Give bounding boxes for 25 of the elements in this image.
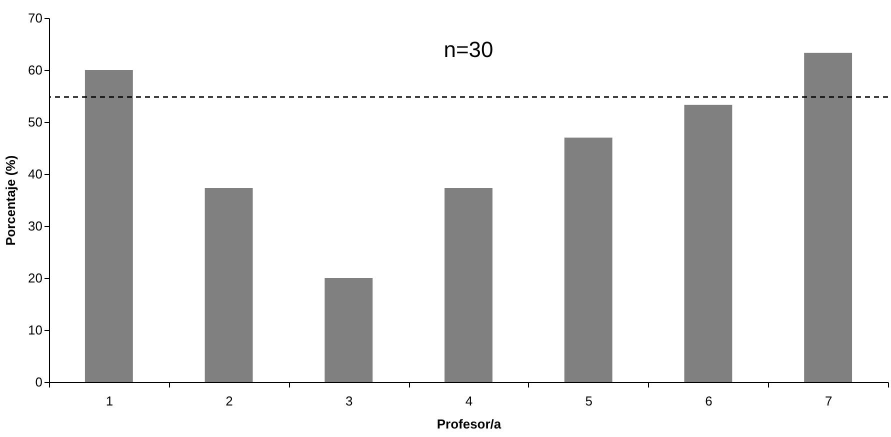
y-tick-label: 0 (35, 374, 42, 390)
y-axis-title: Porcentaje (%) (3, 155, 18, 246)
x-tick-label: 7 (824, 394, 832, 408)
x-tick-label: 6 (705, 394, 712, 408)
bar (204, 188, 253, 382)
x-axis-title: Profesor/a (436, 416, 502, 432)
x-tick-label: 2 (226, 394, 233, 408)
bar (84, 70, 133, 382)
bar (564, 138, 612, 382)
bar (324, 278, 373, 382)
x-tick-label: 1 (106, 394, 114, 408)
y-tick-label: 60 (28, 62, 42, 78)
y-tick-label: 70 (28, 10, 42, 26)
x-tick-label: 3 (346, 394, 353, 408)
x-tick-label: 5 (585, 394, 592, 408)
bar (684, 104, 732, 382)
y-tick-label: 20 (28, 270, 42, 286)
y-tick-label: 40 (28, 166, 42, 182)
y-tick-label: 10 (28, 322, 42, 338)
x-tick-label: 4 (465, 394, 473, 408)
y-tick-label: 30 (28, 218, 42, 234)
annotation: n=30 (444, 37, 494, 62)
bar (444, 188, 492, 382)
y-tick-label: 50 (28, 114, 42, 130)
bar (804, 52, 852, 382)
